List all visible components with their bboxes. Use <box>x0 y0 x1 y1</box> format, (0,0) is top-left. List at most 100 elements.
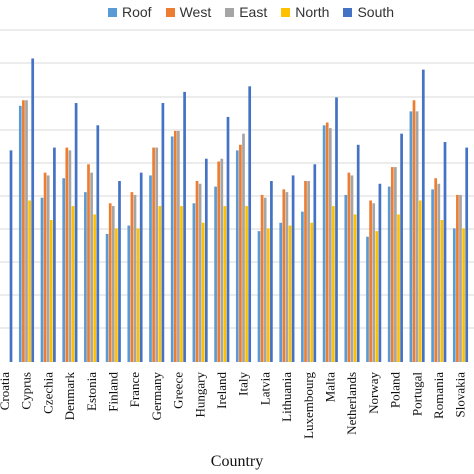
x-tick-label: Romania <box>431 372 446 419</box>
x-tick-label: Poland <box>388 372 403 409</box>
x-tick-label: Netherlands <box>344 372 359 435</box>
x-tick-label: Croatia <box>0 372 12 410</box>
bar-east-greece <box>177 130 180 362</box>
bar-south-lithuania <box>291 175 295 362</box>
legend: Roof West East North South <box>108 4 394 20</box>
bar-roof-hungary <box>192 203 196 362</box>
bar-west-cyprus <box>22 100 25 362</box>
bar-south-finland <box>118 181 121 362</box>
bar-north-denmark <box>71 206 75 362</box>
bar-north-ireland <box>223 206 227 362</box>
bar-south-hungary <box>204 158 208 362</box>
bar-roof-norway <box>366 236 369 362</box>
bar-south-ireland <box>226 116 230 362</box>
bar-south-slovakia <box>465 147 469 362</box>
bar-east-denmark <box>68 150 72 362</box>
bar-roof-cyprus <box>18 105 22 362</box>
bar-east-portugal <box>415 111 419 362</box>
x-tick-label: Cyprus <box>19 372 34 410</box>
x-tick-label: Greece <box>171 372 186 409</box>
x-tick-label: Portugal <box>409 372 424 416</box>
bar-south-czechia <box>53 147 56 362</box>
bar-west-luxembourg <box>304 181 307 362</box>
bar-south-luxembourg <box>313 164 317 362</box>
bar-east-germany <box>155 147 159 362</box>
bar-north-greece <box>180 206 183 362</box>
x-tick-label: Luxembourg <box>301 372 316 439</box>
bar-east-czechia <box>46 175 50 362</box>
x-tick-label: Italy <box>236 372 251 396</box>
bar-east-italy <box>242 133 245 362</box>
bar-east-lithuania <box>285 192 289 362</box>
bar-east-malta <box>328 128 332 362</box>
legend-label: South <box>357 4 395 20</box>
bar-west-romania <box>434 178 438 362</box>
bar-west-greece <box>173 130 177 362</box>
x-tick-label: Latvia <box>257 372 272 405</box>
legend-item-east: East <box>225 4 267 20</box>
bar-roof-finland <box>105 233 109 362</box>
bar-west-poland <box>390 167 394 362</box>
bar-roof-czechia <box>40 197 44 362</box>
x-tick-label: Czechia <box>40 372 55 414</box>
bar-east-hungary <box>198 183 202 362</box>
bar-east-slovakia <box>459 194 462 362</box>
x-tick-label: Estonia <box>84 372 99 411</box>
bar-west-slovakia <box>456 194 459 362</box>
bar-north-slovakia <box>462 228 465 362</box>
legend-item-west: West <box>165 4 212 20</box>
bar-west-norway <box>369 200 372 362</box>
legend-label: West <box>179 4 212 20</box>
bar-east-netherlands <box>350 175 354 362</box>
bar-south-poland <box>400 133 403 362</box>
bar-roof-luxembourg <box>301 211 304 362</box>
bar-east-latvia <box>263 197 267 362</box>
bar-south-greece <box>183 91 186 362</box>
bar-north-czechia <box>49 219 53 362</box>
bar-roof-denmark <box>62 178 66 362</box>
x-tick-label: Hungary <box>192 372 207 418</box>
bar-north-estonia <box>93 214 97 362</box>
bar-north-netherlands <box>353 214 357 362</box>
bar-east-romania <box>437 183 441 362</box>
bar-roof-slovakia <box>452 228 456 362</box>
bar-north-germany <box>158 206 162 362</box>
bar-north-norway <box>375 231 379 362</box>
bar-north-malta <box>332 206 335 362</box>
bar-west-italy <box>239 144 242 362</box>
bar-roof-lithuania <box>279 222 283 362</box>
bar-north-poland <box>397 214 400 362</box>
legend-swatch <box>343 7 353 17</box>
bar-south-cyprus <box>31 58 35 362</box>
bar-north-latvia <box>266 228 270 362</box>
x-tick-label: Finland <box>106 372 121 412</box>
bar-east-luxembourg <box>307 181 310 362</box>
bar-north-romania <box>440 219 444 362</box>
bar-north-france <box>136 228 140 362</box>
bar-south-netherlands <box>356 144 360 362</box>
bar-east-estonia <box>90 172 93 362</box>
bar-south-france <box>139 172 143 362</box>
bar-east-finland <box>111 206 115 362</box>
bar-west-czechia <box>43 172 47 362</box>
bar-west-estonia <box>87 164 90 362</box>
bar-west-malta <box>325 122 329 363</box>
legend-swatch <box>225 7 235 17</box>
bar-west-ireland <box>217 161 221 362</box>
bar-north-hungary <box>201 222 205 362</box>
bar-roof-germany <box>149 175 152 362</box>
bar-south-romania <box>443 142 447 362</box>
x-tick-label: Norway <box>366 372 381 414</box>
bar-west-germany <box>152 147 155 362</box>
bar-west-hungary <box>195 181 199 362</box>
bar-west-finland <box>108 203 112 362</box>
bar-east-france <box>133 194 137 362</box>
bar-south-latvia <box>270 181 273 362</box>
bar-south-estonia <box>96 125 100 362</box>
bar-south-norway <box>378 183 382 362</box>
bar-roof-romania <box>431 189 434 362</box>
legend-swatch <box>165 7 175 17</box>
bar-east-cyprus <box>25 100 28 362</box>
bar-west-denmark <box>65 147 69 362</box>
